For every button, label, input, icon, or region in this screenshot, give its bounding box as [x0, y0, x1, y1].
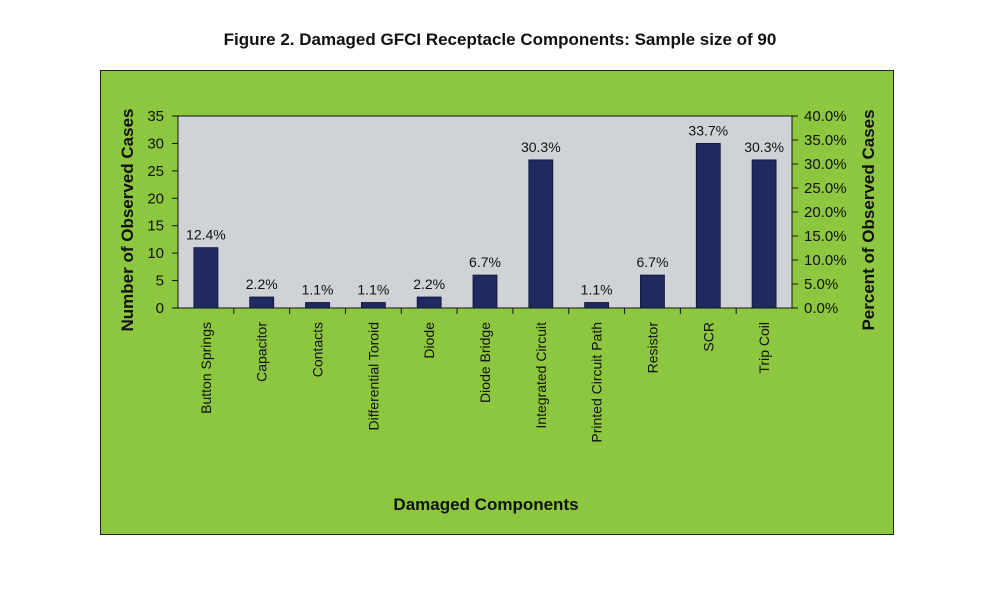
y2-tick-label: 35.0%: [804, 132, 847, 149]
bar: [360, 302, 386, 309]
x-tick-label: Differential Toroid: [365, 322, 381, 430]
data-label: 1.1%: [302, 282, 334, 298]
data-label: 2.2%: [246, 276, 278, 292]
y2-axis-title: Percent of Observed Cases: [859, 109, 878, 330]
bar: [416, 296, 442, 309]
data-label: 30.3%: [521, 139, 561, 155]
y2-tick-label: 0.0%: [804, 300, 838, 317]
bar: [640, 274, 665, 309]
bar: [472, 274, 498, 309]
data-label: 12.4%: [186, 227, 226, 243]
bar: [751, 159, 777, 309]
bar: [528, 159, 554, 309]
x-tick-label: Capacitor: [254, 322, 270, 382]
y-tick-label: 30: [147, 135, 164, 152]
y-tick-label: 20: [147, 190, 164, 207]
y2-tick-label: 20.0%: [804, 204, 847, 221]
y2-tick-label: 10.0%: [804, 252, 847, 269]
data-label: 2.2%: [413, 276, 445, 292]
y2-tick-label: 30.0%: [804, 156, 847, 173]
y-axis-title: Number of Observed Cases: [118, 109, 137, 332]
x-axis-title: Damaged Components: [393, 495, 578, 514]
bar: [249, 296, 275, 309]
chart-title: Figure 2. Damaged GFCI Receptacle Compon…: [223, 30, 777, 49]
y-tick-label: 25: [147, 163, 164, 180]
y-tick-label: 5: [156, 273, 164, 290]
y-tick-label: 15: [147, 218, 164, 235]
data-label: 6.7%: [469, 254, 501, 270]
y2-tick-label: 25.0%: [804, 180, 847, 197]
x-tick-label: Printed Circuit Path: [589, 322, 605, 443]
data-label: 1.1%: [581, 282, 613, 298]
bar: [584, 302, 610, 309]
data-label: 33.7%: [688, 122, 728, 138]
x-tick-label: Diode Bridge: [477, 322, 493, 403]
x-tick-label: Button Springs: [198, 322, 214, 414]
y-tick-label: 0: [156, 300, 164, 317]
y2-tick-label: 40.0%: [804, 108, 847, 125]
data-label: 1.1%: [357, 282, 389, 298]
x-tick-label: Diode: [421, 322, 437, 359]
x-tick-label: Integrated Circuit: [533, 322, 549, 429]
bar: [193, 247, 219, 309]
x-tick-label: Contacts: [310, 322, 326, 377]
x-tick-label: SCR: [700, 322, 716, 352]
x-tick-label: Trip Coil: [756, 322, 772, 374]
y2-tick-label: 15.0%: [804, 228, 847, 245]
chart-frame: [100, 70, 894, 535]
data-label: 30.3%: [744, 139, 784, 155]
data-label: 6.7%: [636, 254, 668, 270]
y2-tick-label: 5.0%: [804, 276, 838, 293]
y-tick-label: 35: [147, 108, 164, 125]
y-tick-label: 10: [147, 245, 164, 262]
bar: [305, 302, 330, 309]
x-tick-label: Resistor: [644, 322, 660, 374]
bar: [695, 143, 721, 309]
